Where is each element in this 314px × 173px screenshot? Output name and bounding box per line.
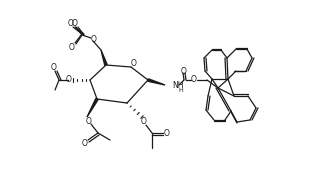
Text: O: O [69, 43, 75, 52]
Text: O: O [191, 75, 197, 84]
Text: NH: NH [172, 81, 183, 90]
Polygon shape [87, 98, 98, 117]
Text: O: O [72, 19, 78, 28]
Text: O: O [131, 58, 137, 67]
Polygon shape [148, 79, 165, 85]
Text: O: O [141, 116, 147, 125]
Text: O: O [82, 139, 88, 148]
Text: O: O [91, 35, 97, 44]
Text: O: O [164, 129, 170, 138]
Polygon shape [101, 50, 107, 65]
Text: O: O [181, 66, 187, 75]
Text: O: O [51, 62, 57, 71]
Text: O: O [68, 20, 74, 29]
Text: H: H [178, 88, 183, 93]
Text: O: O [86, 116, 92, 125]
Text: O: O [65, 75, 71, 84]
